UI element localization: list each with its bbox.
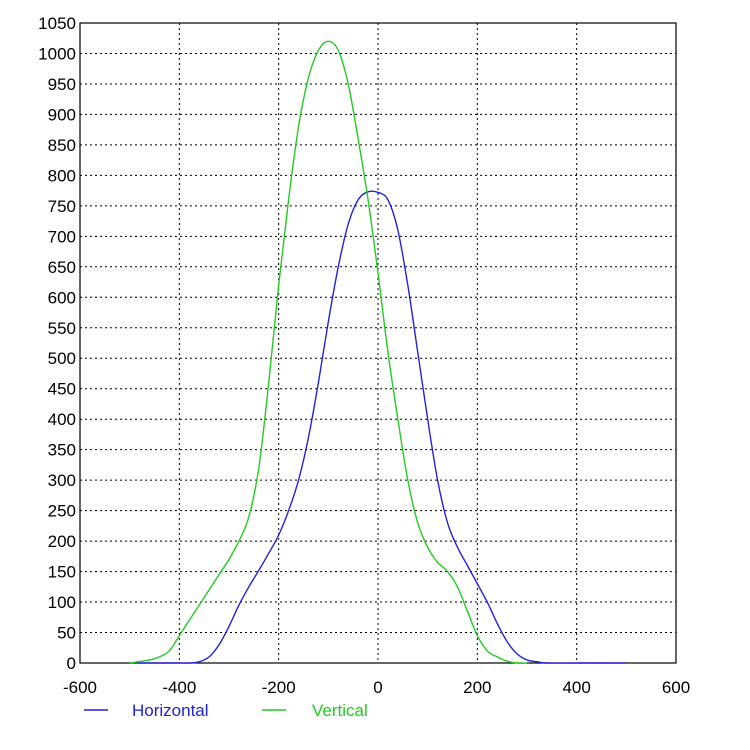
y-tick-label: 150 (48, 563, 76, 582)
y-tick-label: 750 (48, 197, 76, 216)
y-tick-label: 400 (48, 410, 76, 429)
series-line-horizontal (129, 190, 627, 664)
y-tick-label: 300 (48, 471, 76, 490)
x-tick-label: -400 (162, 678, 196, 697)
series-group (129, 40, 627, 664)
y-tick-label: 950 (48, 75, 76, 94)
grid (79, 22, 677, 664)
y-tick-label: 200 (48, 532, 76, 551)
y-tick-label: 1000 (38, 44, 76, 63)
y-tick-label: 350 (48, 441, 76, 460)
y-tick-label: 100 (48, 593, 76, 612)
x-tick-label: 600 (662, 678, 690, 697)
x-tick-label: 200 (463, 678, 491, 697)
y-tick-label: 250 (48, 502, 76, 521)
plot-frame (79, 22, 677, 664)
y-tick-label: 800 (48, 166, 76, 185)
x-tick-label: 400 (562, 678, 590, 697)
x-tick-label: -600 (63, 678, 97, 697)
y-tick-label: 700 (48, 227, 76, 246)
x-tick-label: 0 (373, 678, 382, 697)
y-tick-label: 0 (67, 654, 76, 673)
x-tick-label: -200 (262, 678, 296, 697)
x-tick-labels: -600 -400 -200 0 200 400 600 (63, 678, 690, 697)
y-tick-label: 450 (48, 380, 76, 399)
y-tick-label: 1050 (38, 14, 76, 33)
y-tick-label: 500 (48, 349, 76, 368)
legend: Horizontal Vertical (84, 701, 368, 720)
y-tick-label: 50 (57, 624, 76, 643)
y-tick-label: 650 (48, 258, 76, 277)
y-tick-label: 900 (48, 105, 76, 124)
series-line-vertical (129, 40, 528, 664)
y-tick-label: 550 (48, 319, 76, 338)
y-tick-label: 850 (48, 136, 76, 155)
legend-label-horizontal: Horizontal (132, 701, 209, 720)
legend-label-vertical: Vertical (312, 701, 368, 720)
y-tick-labels: 0 50 100 150 200 250 300 350 400 450 500 550 600 650 7… (38, 14, 76, 673)
y-tick-label: 600 (48, 288, 76, 307)
